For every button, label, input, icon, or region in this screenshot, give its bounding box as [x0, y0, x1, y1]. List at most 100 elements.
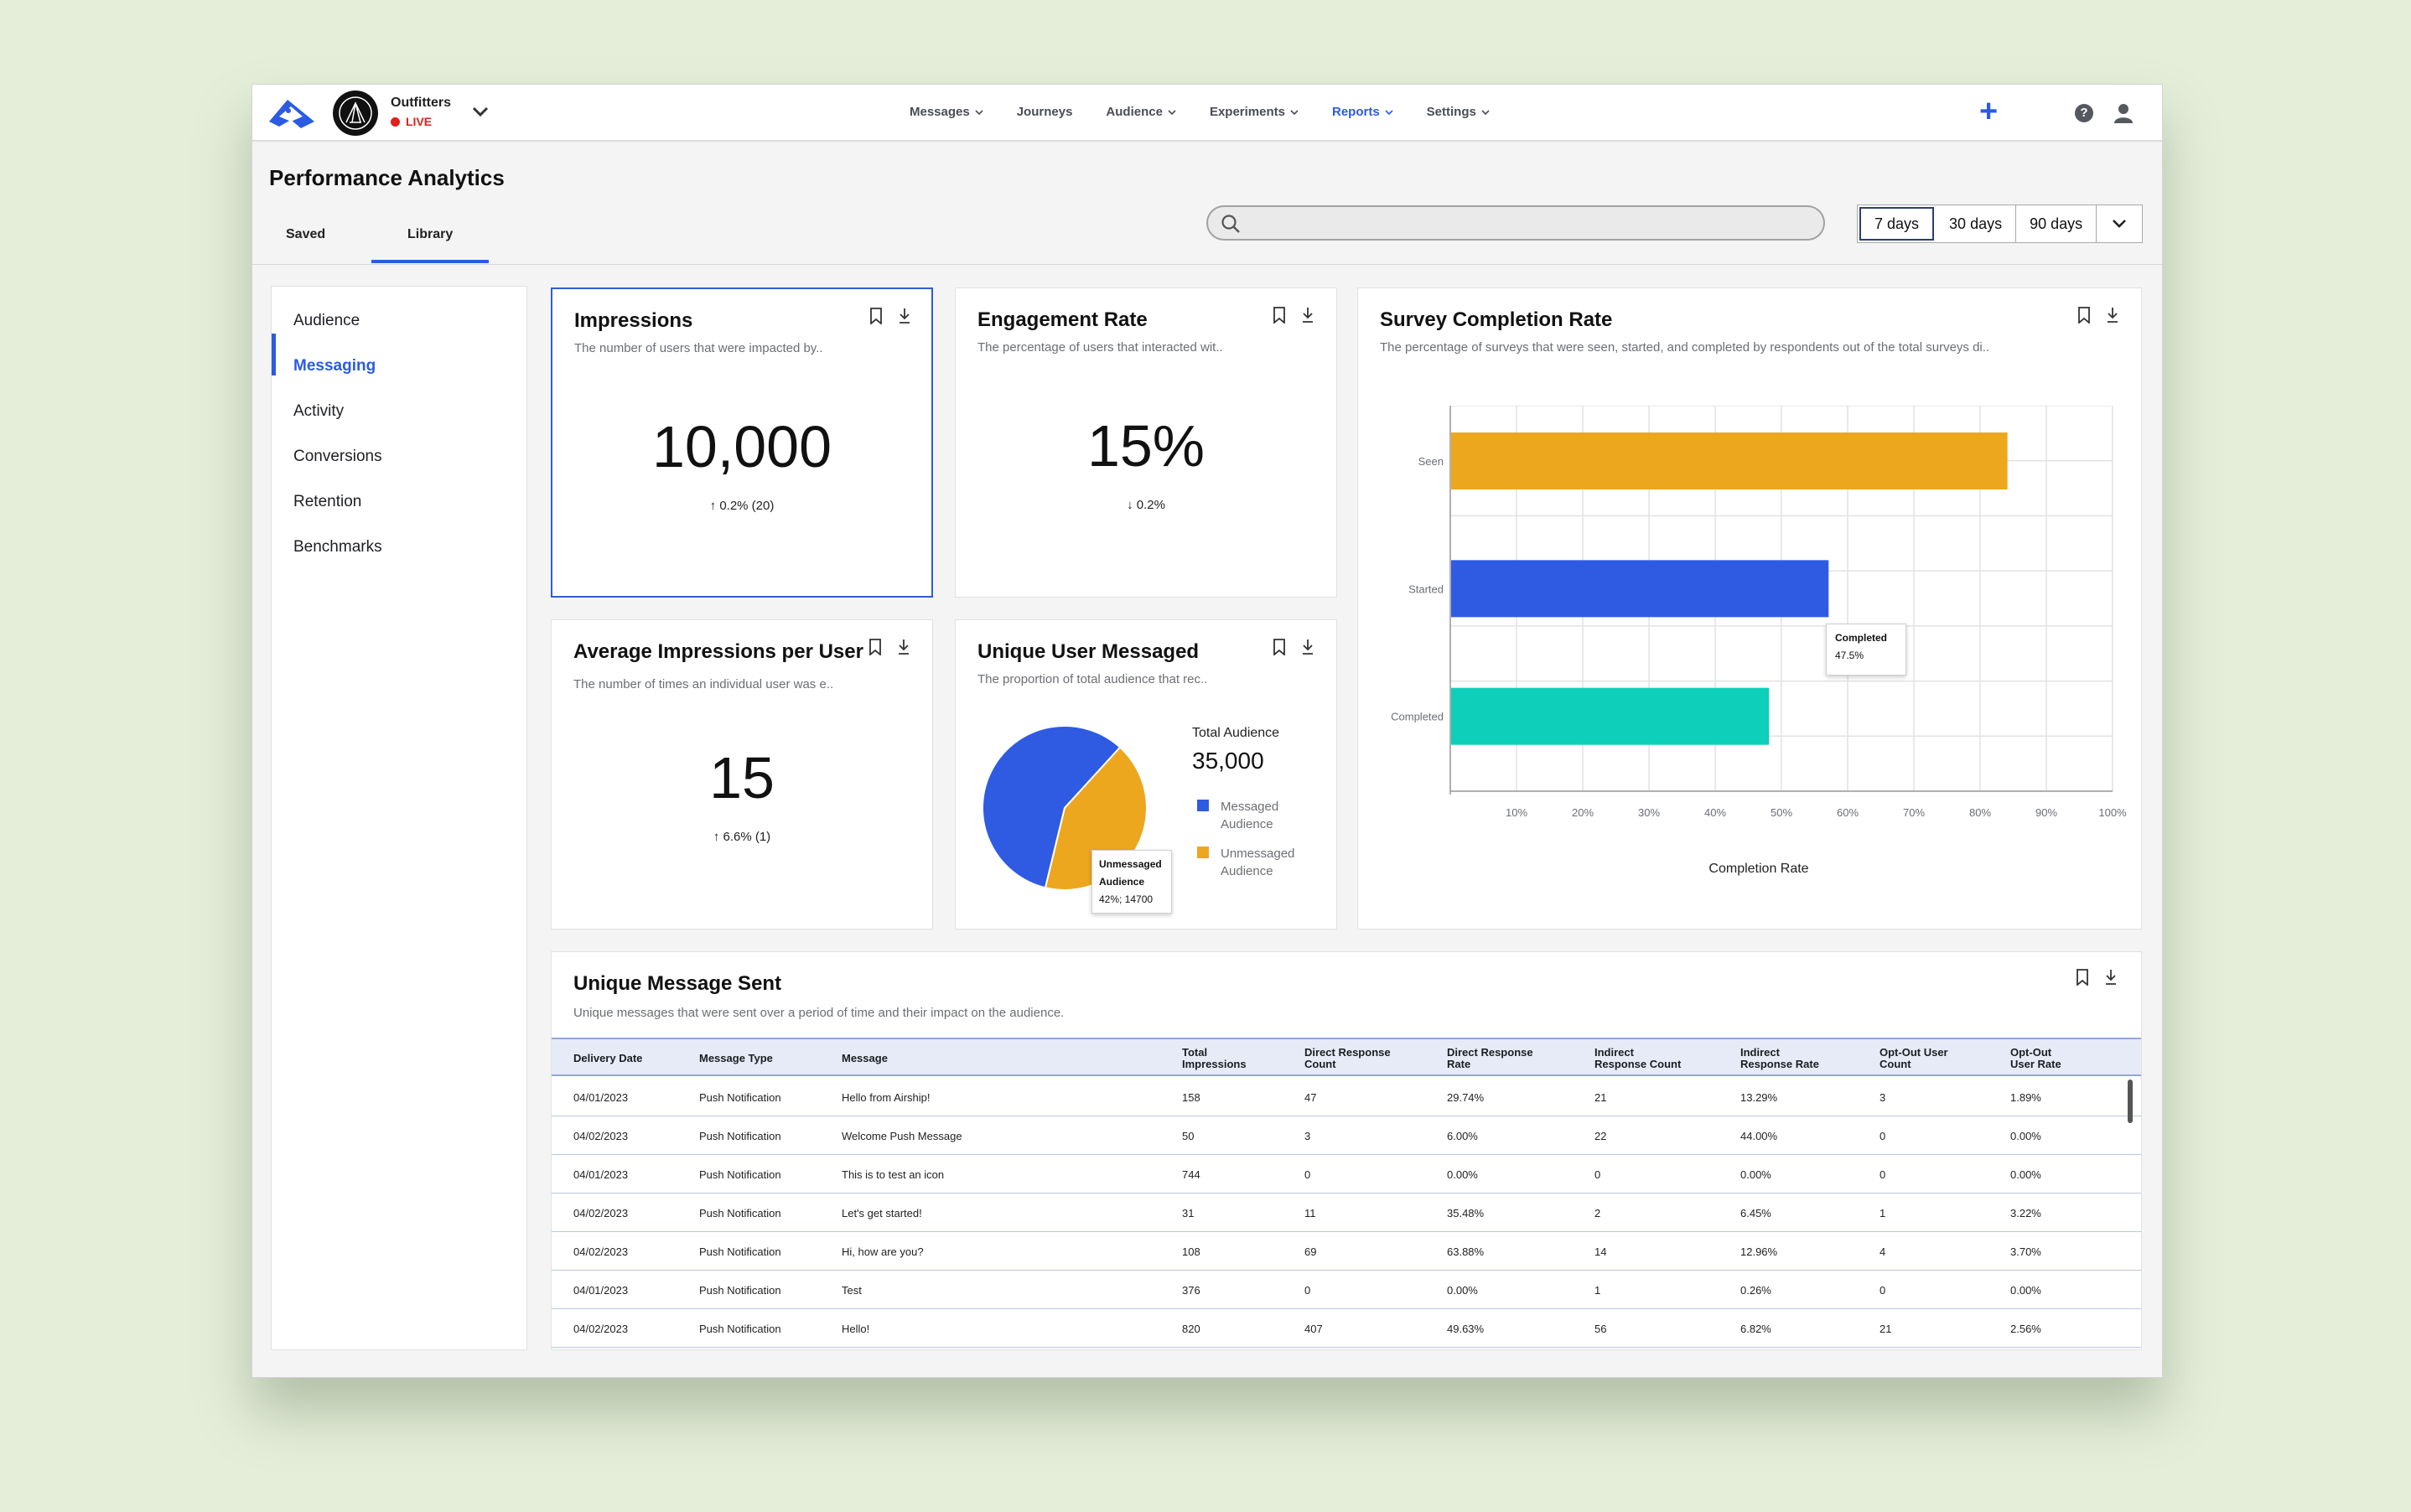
survey-completion-card[interactable]: Survey Completion Rate The percentage of…	[1357, 287, 2142, 929]
column-header[interactable]: Opt-Out User Count	[1880, 1047, 1948, 1070]
nav-messages[interactable]: Messages	[910, 105, 983, 119]
download-icon[interactable]	[1301, 639, 1314, 655]
tooltip-line: Audience	[1099, 876, 1145, 888]
table-row[interactable]: 04/01/2023 Push Notification Test 376 0 0.00%…	[552, 1271, 2141, 1309]
app-window: Outfitters LIVE Messages Journeys Audien…	[251, 84, 2163, 1378]
sidebar-item-audience[interactable]: Audience	[293, 312, 360, 329]
bookmark-icon[interactable]	[868, 639, 882, 655]
date-range-dropdown[interactable]	[2097, 205, 2142, 242]
legend-messaged: Messaged Audience	[1221, 800, 1279, 831]
table-cell: 6.45%	[1740, 1207, 1771, 1219]
unique-user-messaged-card[interactable]: Unique User Messaged The proportion of t…	[955, 619, 1337, 929]
table-header: Delivery Date Message Type Message Total Imp…	[552, 1038, 2141, 1076]
engagement-rate-card[interactable]: Engagement Rate The percentage of users …	[955, 287, 1337, 598]
column-header[interactable]: Opt-Out User Rate	[2010, 1047, 2061, 1070]
delta-text: 0.2%	[1136, 498, 1165, 512]
column-header-line: Direct Response	[1304, 1046, 1391, 1059]
table-cell: 0	[1304, 1284, 1311, 1297]
engagement-value: 15%	[1086, 413, 1206, 479]
sidebar-item-retention[interactable]: Retention	[293, 493, 362, 510]
org-switch-chevron-icon[interactable]	[470, 101, 490, 122]
table-title: Unique Message Sent	[573, 972, 782, 995]
help-icon[interactable]: ?	[2075, 104, 2093, 122]
sidebar-item-activity[interactable]: Activity	[293, 402, 345, 420]
impressions-delta: ↑ 0.2% (20)	[552, 499, 931, 513]
card-actions	[1273, 307, 1314, 324]
avg-impressions-card[interactable]: Average Impressions per User The number …	[551, 619, 933, 929]
column-header[interactable]: Delivery Date	[573, 1053, 642, 1064]
download-icon[interactable]	[2106, 307, 2119, 324]
user-account-icon[interactable]	[2112, 101, 2135, 125]
table-cell: 12.96%	[1740, 1245, 1778, 1258]
table-cell: 820	[1182, 1323, 1200, 1335]
column-header[interactable]: Direct Response Count	[1304, 1047, 1391, 1070]
table-description: Unique messages that were sent over a pe…	[573, 1006, 1065, 1020]
download-icon[interactable]	[2104, 969, 2118, 986]
column-header[interactable]: Message Type	[699, 1053, 773, 1064]
download-icon[interactable]	[1301, 307, 1314, 324]
survey-bar-chart[interactable]: Seen Started Completed 10% 20% 30% 40% 50% 60% 70…	[1358, 406, 2143, 909]
airship-logo[interactable]	[267, 96, 316, 130]
nav-audience[interactable]: Audience	[1106, 105, 1176, 119]
table-cell: 14	[1594, 1245, 1607, 1258]
date-option-7-days[interactable]: 7 days	[1859, 207, 1935, 241]
date-option-90-days[interactable]: 90 days	[2016, 205, 2097, 242]
bookmark-icon[interactable]	[2077, 307, 2091, 324]
nav-journeys[interactable]: Journeys	[1017, 105, 1073, 119]
tab-library[interactable]: Library	[407, 227, 454, 241]
bar-completed[interactable]	[1451, 687, 1770, 745]
table-cell: 04/02/2023	[573, 1130, 629, 1142]
download-icon[interactable]	[897, 639, 910, 655]
column-header[interactable]: Indirect Response Rate	[1740, 1047, 1819, 1070]
download-icon[interactable]	[898, 308, 911, 324]
bookmark-icon[interactable]	[869, 308, 883, 324]
bar-started[interactable]	[1451, 560, 1829, 618]
table-cell: 2	[1594, 1207, 1601, 1219]
date-option-30-days[interactable]: 30 days	[1936, 205, 2017, 242]
column-header[interactable]: Direct Response Rate	[1447, 1047, 1533, 1070]
bookmark-icon[interactable]	[1273, 307, 1286, 324]
bar-seen[interactable]	[1451, 432, 2008, 489]
table-cell: 158	[1182, 1091, 1200, 1104]
table-cell: This is to test an icon	[842, 1168, 945, 1181]
avg-impressions-delta: ↑ 6.6% (1)	[552, 830, 932, 844]
pie-slice-messaged[interactable]	[982, 725, 1122, 889]
table-row[interactable]: 04/02/2023 Push Notification Hi, how are y…	[552, 1232, 2141, 1271]
bookmark-icon[interactable]	[2076, 969, 2089, 986]
nav-experiments[interactable]: Experiments	[1210, 105, 1299, 119]
table-row[interactable]: 04/01/2023 Push Notification Hello from Ai…	[552, 1078, 2141, 1116]
card-actions	[2076, 969, 2118, 986]
table-cell: 0.00%	[1447, 1284, 1478, 1297]
bookmark-icon[interactable]	[1273, 639, 1286, 655]
column-header[interactable]: Message	[842, 1053, 888, 1064]
table-cell: Push Notification	[699, 1323, 781, 1335]
table-row[interactable]: 04/02/2023 Push Notification Let's get sta…	[552, 1194, 2141, 1232]
table-row[interactable]: 04/02/2023 Push Notification Welcome Push …	[552, 1116, 2141, 1155]
table-row[interactable]: 04/02/2023 Push Notification Hello! 820 407 4…	[552, 1309, 2141, 1348]
table-cell: 3.70%	[2010, 1245, 2041, 1258]
sidebar-item-messaging[interactable]: Messaging	[293, 357, 376, 375]
org-name: Outfitters	[391, 96, 451, 110]
sidebar-item-benchmarks[interactable]: Benchmarks	[293, 538, 382, 556]
org-avatar[interactable]	[333, 91, 378, 136]
column-header[interactable]: Indirect Response Count	[1594, 1047, 1681, 1070]
table-cell: 0	[1880, 1168, 1886, 1181]
table-row[interactable]: 04/01/2023 Push Notification This is to te…	[552, 1155, 2141, 1194]
table-cell: 6.00%	[1447, 1130, 1478, 1142]
chevron-down-icon	[1168, 109, 1176, 115]
top-navbar: Outfitters LIVE Messages Journeys Audien…	[252, 85, 2162, 142]
table-cell: 04/01/2023	[573, 1284, 629, 1297]
nav-reports[interactable]: Reports	[1332, 105, 1393, 119]
create-plus-button[interactable]: +	[1979, 94, 1999, 129]
table-scrollbar[interactable]	[2128, 1080, 2133, 1123]
table-cell: 2.56%	[2010, 1323, 2041, 1335]
unique-message-sent-table-card: Unique Message Sent Unique messages that…	[551, 951, 2142, 1350]
table-cell: 376	[1182, 1284, 1200, 1297]
table-cell: 0.00%	[1740, 1168, 1771, 1181]
impressions-card[interactable]: Impressions The number of users that wer…	[551, 287, 933, 598]
tab-saved[interactable]: Saved	[286, 227, 326, 241]
sidebar-item-conversions[interactable]: Conversions	[293, 448, 382, 465]
column-header[interactable]: Total Impressions	[1182, 1047, 1247, 1070]
search-input[interactable]	[1206, 205, 1825, 241]
nav-settings[interactable]: Settings	[1427, 105, 1490, 119]
